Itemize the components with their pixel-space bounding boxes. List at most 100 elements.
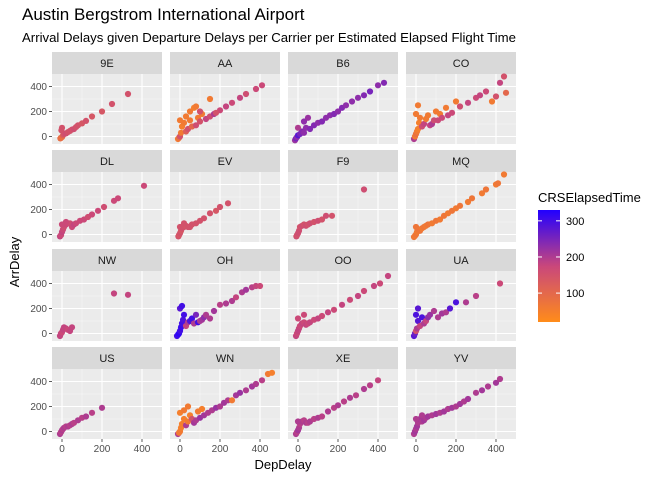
facet-strip-b6 <box>288 52 398 74</box>
data-point <box>324 309 332 316</box>
x-tick-label: 200 <box>212 444 229 455</box>
data-point <box>124 90 132 98</box>
data-point <box>222 300 230 307</box>
data-point <box>179 316 187 323</box>
legend-colorbar <box>538 210 560 322</box>
x-axis-title: DepDelay <box>254 457 312 472</box>
data-point <box>426 311 434 318</box>
data-point <box>206 95 214 103</box>
data-point <box>318 118 326 125</box>
panel-background-ev <box>170 172 280 242</box>
data-point <box>294 418 302 425</box>
facet-label-oo: OO <box>334 255 352 267</box>
x-tick-label: 200 <box>94 444 111 455</box>
facet-label-xe: XE <box>336 353 351 365</box>
data-point <box>294 124 302 131</box>
facet-strip-aa <box>170 52 280 74</box>
data-point <box>492 379 500 386</box>
data-point <box>442 104 450 111</box>
data-point <box>416 114 424 121</box>
data-point <box>192 103 200 110</box>
data-point <box>328 212 336 219</box>
facet-strip-mq <box>406 150 516 172</box>
legend-tick-label: 200 <box>566 252 584 264</box>
data-point <box>418 412 426 419</box>
facet-label-mq: MQ <box>452 156 470 168</box>
data-point <box>98 404 106 411</box>
data-point <box>182 113 190 120</box>
data-point <box>342 102 350 109</box>
data-point <box>360 385 368 393</box>
x-tick-label: 200 <box>330 444 347 455</box>
data-point <box>424 112 432 119</box>
y-axis-title: ArrDelay <box>7 236 22 287</box>
data-point <box>366 88 374 95</box>
data-point <box>438 114 446 121</box>
y-tick-label: 400 <box>30 279 47 290</box>
facet-strip-us <box>52 347 162 369</box>
x-tick-label: 0 <box>295 444 301 455</box>
data-point <box>318 312 326 320</box>
data-point <box>374 82 382 89</box>
data-point <box>192 311 200 318</box>
x-tick-label: 0 <box>59 444 65 455</box>
data-point <box>94 207 102 214</box>
legend-tick-label: 100 <box>566 288 584 300</box>
data-point <box>502 89 510 96</box>
data-point <box>434 314 442 321</box>
data-point <box>488 98 496 105</box>
data-point <box>256 282 264 290</box>
data-point <box>360 92 368 99</box>
y-tick-label: 0 <box>41 427 47 438</box>
data-point <box>114 195 122 202</box>
data-point <box>446 305 454 312</box>
facet-strip-f9 <box>288 150 398 172</box>
data-point <box>62 218 70 226</box>
data-point <box>222 103 230 110</box>
data-point <box>414 317 422 325</box>
data-point <box>442 309 450 316</box>
data-point <box>436 216 444 223</box>
data-point <box>430 307 438 315</box>
data-point <box>348 98 356 105</box>
data-point <box>500 73 508 80</box>
x-tick-label: 400 <box>488 444 505 455</box>
data-point <box>180 220 188 227</box>
data-point <box>452 98 460 105</box>
data-point <box>252 380 260 388</box>
data-point <box>464 395 472 403</box>
facet-label-ua: UA <box>453 255 469 267</box>
data-point <box>242 387 250 394</box>
data-point <box>464 198 472 206</box>
data-point <box>68 324 76 331</box>
x-tick-label: 400 <box>370 444 387 455</box>
data-point <box>108 100 116 108</box>
data-point <box>324 408 332 415</box>
data-point <box>82 117 90 124</box>
data-point <box>216 403 224 410</box>
facet-strip-xe <box>288 347 398 369</box>
facet-label-us: US <box>99 353 114 365</box>
data-point <box>140 182 148 189</box>
chart-title: Austin Bergstrom International Airport <box>22 5 305 24</box>
data-point <box>236 94 244 101</box>
data-point <box>198 405 206 413</box>
data-point <box>418 314 426 321</box>
y-tick-label: 0 <box>41 230 47 241</box>
data-point <box>304 114 312 121</box>
data-point <box>330 306 338 313</box>
data-point <box>346 296 354 303</box>
data-point <box>376 280 384 287</box>
data-point <box>176 117 184 124</box>
x-tick-label: 0 <box>177 444 183 455</box>
data-point <box>236 389 244 396</box>
data-point <box>482 88 490 95</box>
facet-strip-9e <box>52 52 162 74</box>
data-point <box>206 210 214 217</box>
data-point <box>88 113 96 120</box>
data-point <box>380 79 388 86</box>
data-point <box>196 108 204 115</box>
data-point <box>177 129 185 136</box>
x-tick-label: 400 <box>134 444 151 455</box>
data-point <box>412 311 420 318</box>
